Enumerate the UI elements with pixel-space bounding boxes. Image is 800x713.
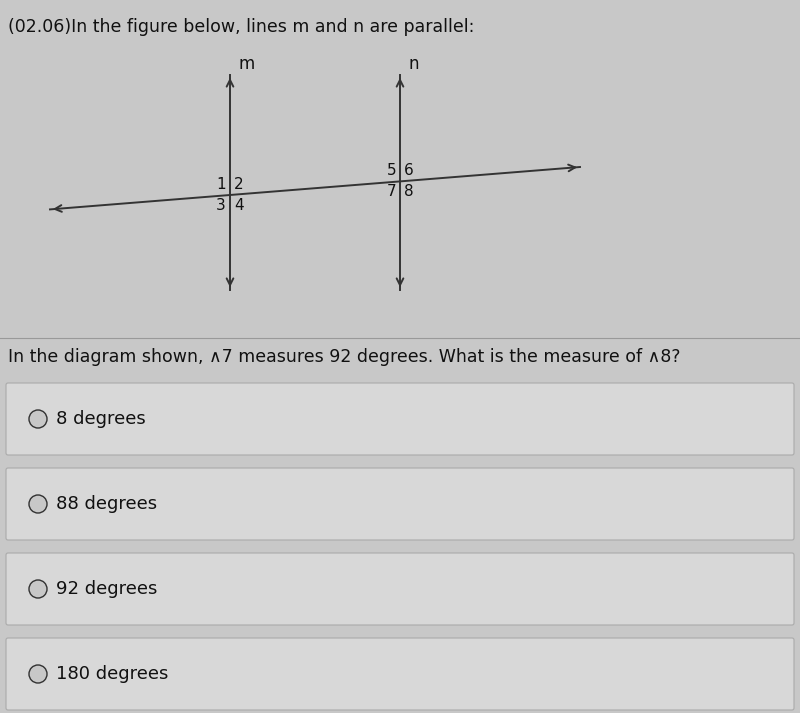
Text: 2: 2: [234, 177, 244, 192]
FancyBboxPatch shape: [6, 383, 794, 455]
FancyBboxPatch shape: [6, 553, 794, 625]
Text: n: n: [408, 55, 418, 73]
FancyBboxPatch shape: [6, 638, 794, 710]
Text: (02.06)In the figure below, lines m and n are parallel:: (02.06)In the figure below, lines m and …: [8, 18, 474, 36]
Circle shape: [29, 580, 47, 598]
Text: 7: 7: [386, 185, 396, 200]
Text: 88 degrees: 88 degrees: [56, 495, 157, 513]
Text: 92 degrees: 92 degrees: [56, 580, 158, 598]
Circle shape: [29, 495, 47, 513]
Text: 8 degrees: 8 degrees: [56, 410, 146, 428]
Text: 4: 4: [234, 198, 244, 213]
Circle shape: [29, 665, 47, 683]
Text: m: m: [238, 55, 254, 73]
Text: 3: 3: [216, 198, 226, 213]
Text: 8: 8: [404, 185, 414, 200]
Text: 5: 5: [386, 163, 396, 178]
FancyBboxPatch shape: [6, 468, 794, 540]
Text: 180 degrees: 180 degrees: [56, 665, 168, 683]
Circle shape: [29, 410, 47, 428]
Text: In the diagram shown, ∧7 measures 92 degrees. What is the measure of ∧8?: In the diagram shown, ∧7 measures 92 deg…: [8, 348, 681, 366]
Text: 6: 6: [404, 163, 414, 178]
Text: 1: 1: [216, 177, 226, 192]
